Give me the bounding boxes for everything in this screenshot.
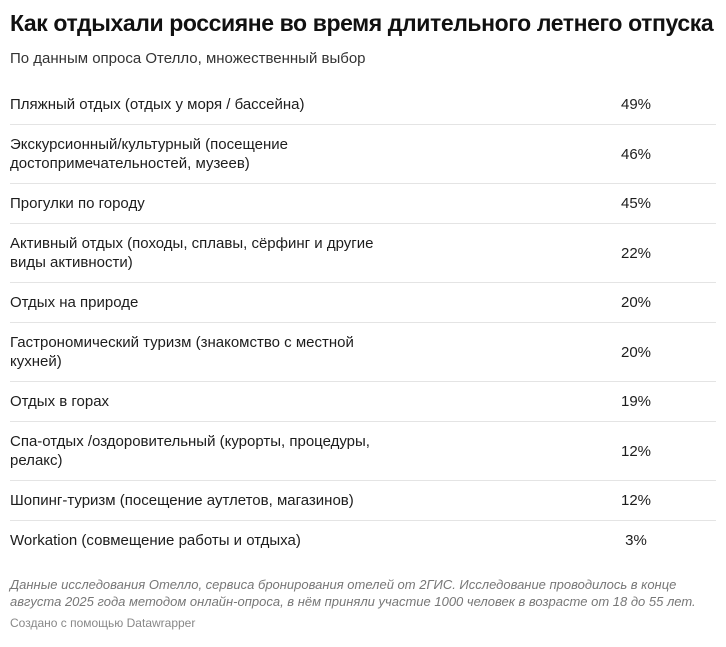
table-row: Экскурсионный/культурный (посещение дост… [10, 124, 716, 184]
row-value: 12% [476, 421, 716, 481]
row-value: 12% [476, 480, 716, 521]
row-value: 19% [476, 381, 716, 422]
row-value: 20% [476, 322, 716, 382]
table-row: Пляжный отдых (отдых у моря / бассейна) 4… [10, 85, 716, 125]
table-row: Спа-отдых /оздоровительный (курорты, про… [10, 421, 716, 481]
row-label: Отдых на природе [10, 282, 476, 323]
datawrapper-credit-link[interactable]: Создано с помощью Datawrapper [10, 616, 196, 630]
row-label: Workation (совмещение работы и отдыха) [10, 520, 476, 560]
chart-subtitle: По данным опроса Отелло, множественный в… [10, 50, 366, 67]
table-row: Гастрономический туризм (знакомство с ме… [10, 322, 716, 382]
row-label: Спа-отдых /оздоровительный (курорты, про… [10, 421, 476, 481]
table-row: Активный отдых (походы, сплавы, сёрфинг … [10, 223, 716, 283]
row-label: Пляжный отдых (отдых у моря / бассейна) [10, 96, 305, 113]
row-label: Отдых в горах [10, 381, 476, 422]
row-value: 49% [620, 96, 652, 113]
row-label: Шопинг-туризм (посещение аутлетов, магаз… [10, 480, 476, 521]
chart-notes: Данные исследования Отелло, сервиса брон… [10, 577, 696, 609]
table-row: Прогулки по городу 45% [10, 183, 716, 224]
row-value: 20% [476, 282, 716, 323]
chart-title: Как отдыхали россияне во время длительно… [10, 10, 714, 36]
data-table: Пляжный отдых (отдых у моря / бассейна) 4… [10, 85, 716, 560]
row-value: 3% [476, 520, 716, 560]
table-row: Отдых на природе 20% [10, 282, 716, 323]
row-value: 46% [476, 124, 716, 184]
row-value: 45% [476, 183, 716, 224]
row-label: Гастрономический туризм (знакомство с ме… [10, 322, 476, 382]
table-row: Шопинг-туризм (посещение аутлетов, магаз… [10, 480, 716, 521]
row-label: Активный отдых (походы, сплавы, сёрфинг … [10, 223, 476, 283]
table-row: Отдых в горах 19% [10, 381, 716, 422]
row-value: 22% [476, 223, 716, 283]
table-row: Workation (совмещение работы и отдыха) 3% [10, 520, 716, 560]
row-label: Прогулки по городу [10, 183, 476, 224]
row-label: Экскурсионный/культурный (посещение дост… [10, 124, 476, 184]
